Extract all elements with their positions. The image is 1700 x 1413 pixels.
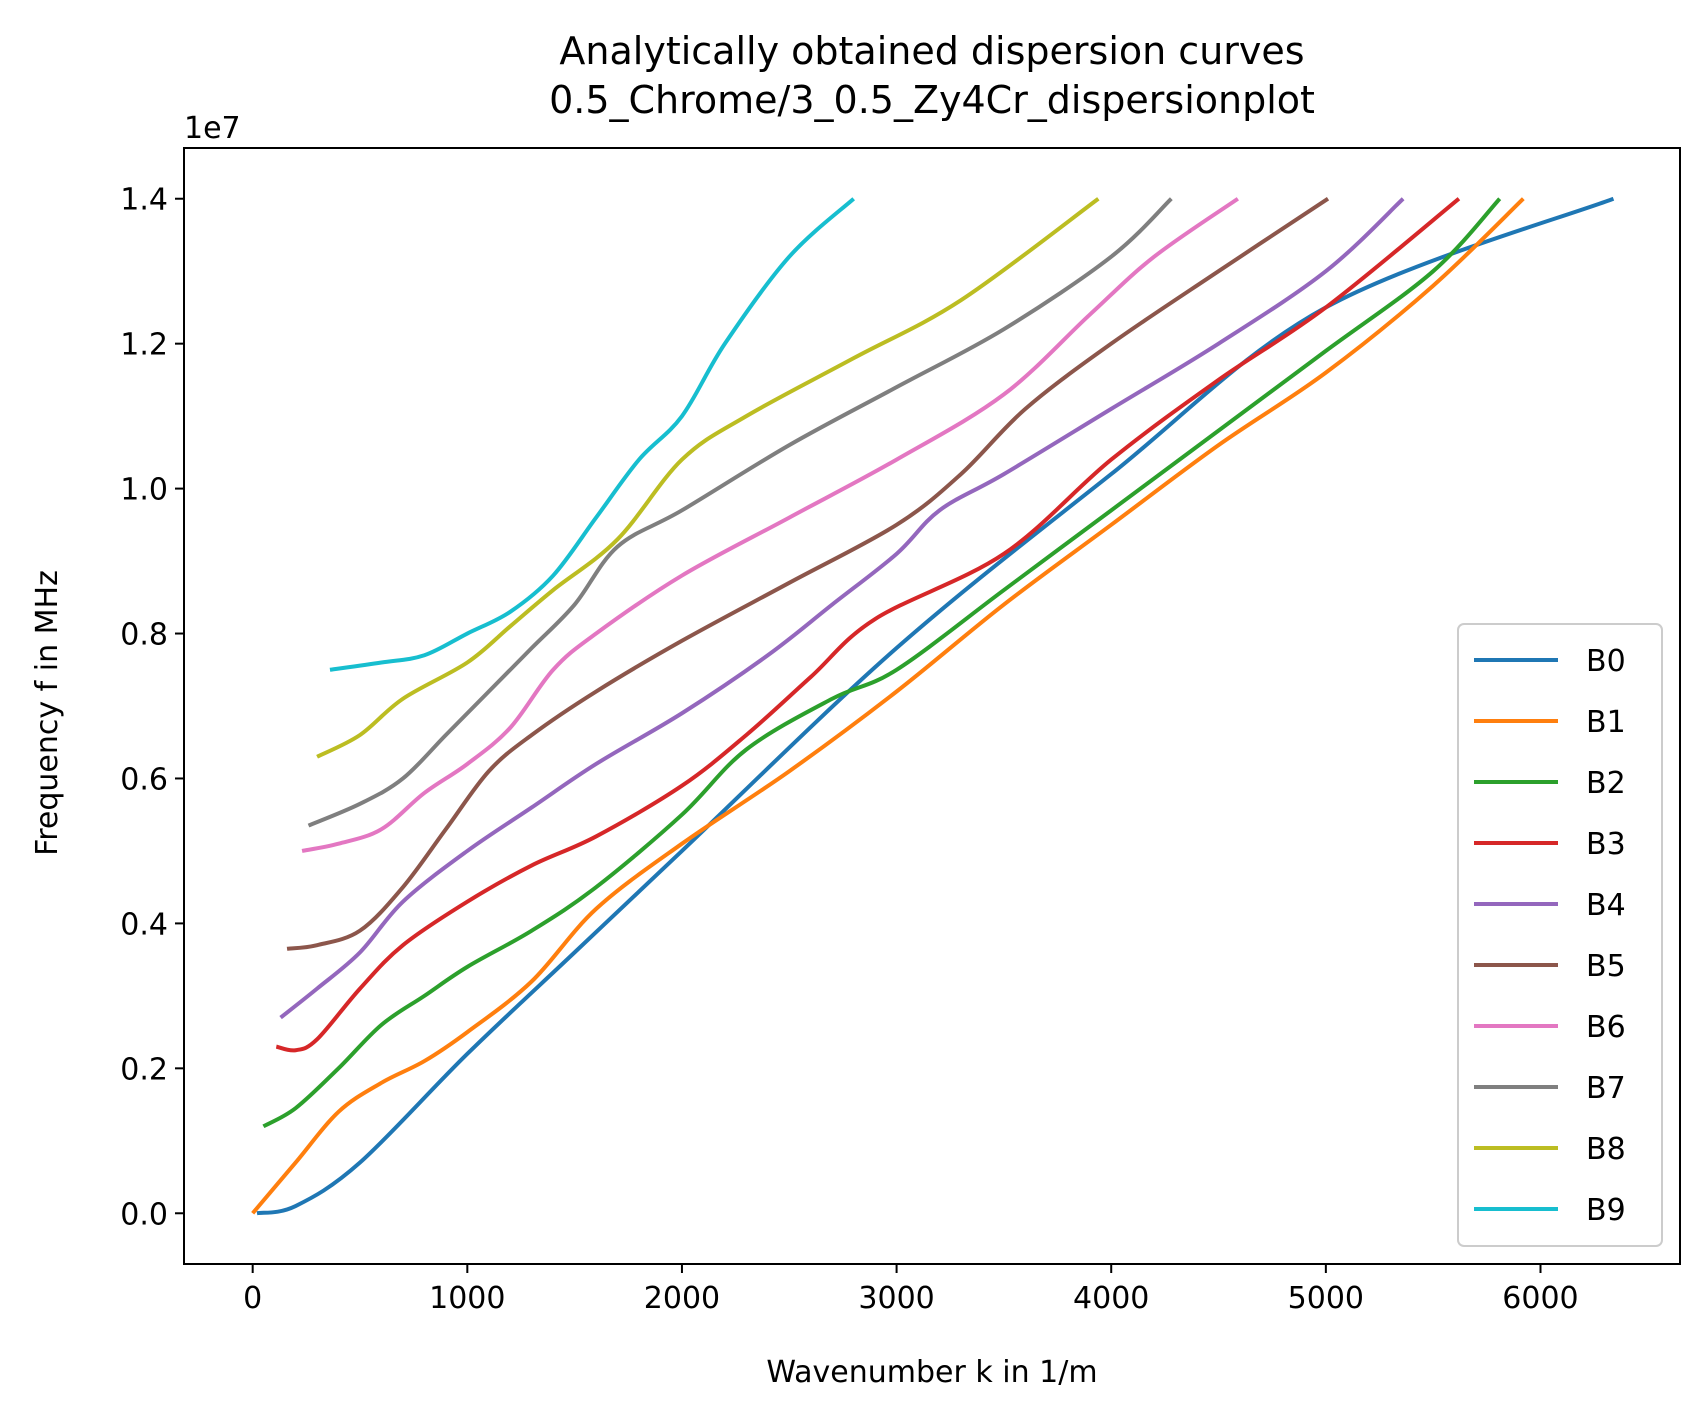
y-axis-label: Frequency f in MHz	[30, 570, 65, 856]
series-line-b6	[301, 197, 1239, 853]
x-axis-ticks: 0 1000 2000 3000 4000 5000 6000	[243, 1264, 1579, 1316]
y-tick-label: 1.2	[120, 328, 168, 363]
series-line-b8	[316, 197, 1100, 759]
legend-label-b3: B3	[1586, 827, 1626, 862]
legend-box	[1457, 623, 1663, 1247]
legend-label-b9: B9	[1586, 1193, 1626, 1228]
legend-label-b6: B6	[1586, 1010, 1626, 1045]
y-tick-label: 1.4	[120, 183, 168, 218]
legend-label-b7: B7	[1586, 1071, 1626, 1106]
y-tick-label: 0.8	[120, 618, 168, 653]
series-line-b3	[275, 197, 1461, 1053]
y-axis-offset-label: 1e7	[184, 111, 241, 146]
chart-title-line-2: 0.5_Chrome/3_0.5_Zy4Cr_dispersionplot	[549, 78, 1315, 122]
legend-label-b2: B2	[1586, 766, 1626, 801]
series-line-b5	[286, 197, 1330, 951]
y-tick-label: 1.0	[120, 473, 168, 508]
series-line-b2	[262, 197, 1502, 1129]
y-axis-ticks: 0.0 0.2 0.4 0.6 0.8 1.0 1.2 1.4	[120, 183, 184, 1232]
series-line-b1	[251, 197, 1525, 1215]
x-tick-label: 3000	[858, 1281, 934, 1316]
x-tick-label: 2000	[644, 1281, 720, 1316]
y-tick-label: 0.0	[120, 1197, 168, 1232]
series-layer	[251, 196, 1615, 1216]
x-tick-label: 1000	[429, 1281, 505, 1316]
axes-frame	[183, 147, 1681, 1265]
legend-label-b5: B5	[1586, 949, 1626, 984]
series-line-b9	[329, 197, 855, 672]
legend-label-b0: B0	[1586, 644, 1626, 679]
x-tick-label: 6000	[1502, 1281, 1578, 1316]
legend-label-b8: B8	[1586, 1132, 1626, 1167]
series-line-b0	[256, 196, 1615, 1216]
x-axis-label: Wavenumber k in 1/m	[766, 1355, 1097, 1390]
x-tick-label: 4000	[1073, 1281, 1149, 1316]
y-tick-label: 0.2	[120, 1052, 168, 1087]
y-tick-label: 0.6	[120, 762, 168, 797]
x-tick-label: 0	[243, 1281, 262, 1316]
legend-label-b4: B4	[1586, 888, 1626, 923]
legend: B0 B1 B2 B3 B4 B5 B6 B7 B8 B9	[1457, 623, 1663, 1247]
axes-border	[183, 147, 1681, 1265]
x-tick-label: 5000	[1288, 1281, 1364, 1316]
chart-title-line-1: Analytically obtained dispersion curves	[559, 29, 1304, 73]
y-tick-label: 0.4	[120, 907, 168, 942]
series-line-b7	[307, 197, 1173, 828]
series-line-b4	[279, 197, 1405, 1020]
legend-label-b1: B1	[1586, 705, 1626, 740]
